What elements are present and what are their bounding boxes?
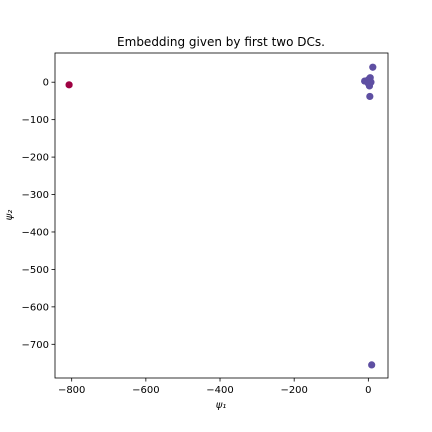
y-tick-label: −100 bbox=[22, 115, 49, 126]
x-tick-label: 0 bbox=[365, 385, 371, 396]
x-axis-label: ψ₁ bbox=[216, 400, 227, 411]
plot-frame bbox=[54, 52, 389, 379]
x-tick-label: −400 bbox=[206, 385, 233, 396]
y-axis: 0 −100 −200 −300 −400 −500 −600 −700 bbox=[22, 78, 55, 351]
points-layer bbox=[65, 63, 377, 369]
y-tick-label: −500 bbox=[22, 265, 49, 276]
x-tick-label: −600 bbox=[132, 385, 159, 396]
y-tick-label: −400 bbox=[22, 227, 49, 238]
x-axis: −800 −600 −400 −200 0 bbox=[58, 378, 372, 396]
data-point-7 bbox=[365, 82, 374, 90]
y-tick-label: −300 bbox=[22, 190, 49, 201]
y-axis-label: ψ₂ bbox=[4, 210, 15, 221]
data-point-0 bbox=[65, 81, 73, 89]
x-tick-label: −800 bbox=[58, 385, 85, 396]
x-tick-label: −200 bbox=[280, 385, 307, 396]
chart-title: Embedding given by first two DCs. bbox=[117, 35, 325, 49]
y-tick-label: 0 bbox=[43, 78, 49, 89]
y-tick-label: −200 bbox=[22, 153, 49, 164]
y-tick-label: −600 bbox=[22, 302, 49, 313]
y-tick-label: −700 bbox=[22, 340, 49, 351]
data-point-10 bbox=[368, 361, 376, 369]
data-point-8 bbox=[369, 63, 377, 71]
data-point-9 bbox=[366, 92, 374, 101]
